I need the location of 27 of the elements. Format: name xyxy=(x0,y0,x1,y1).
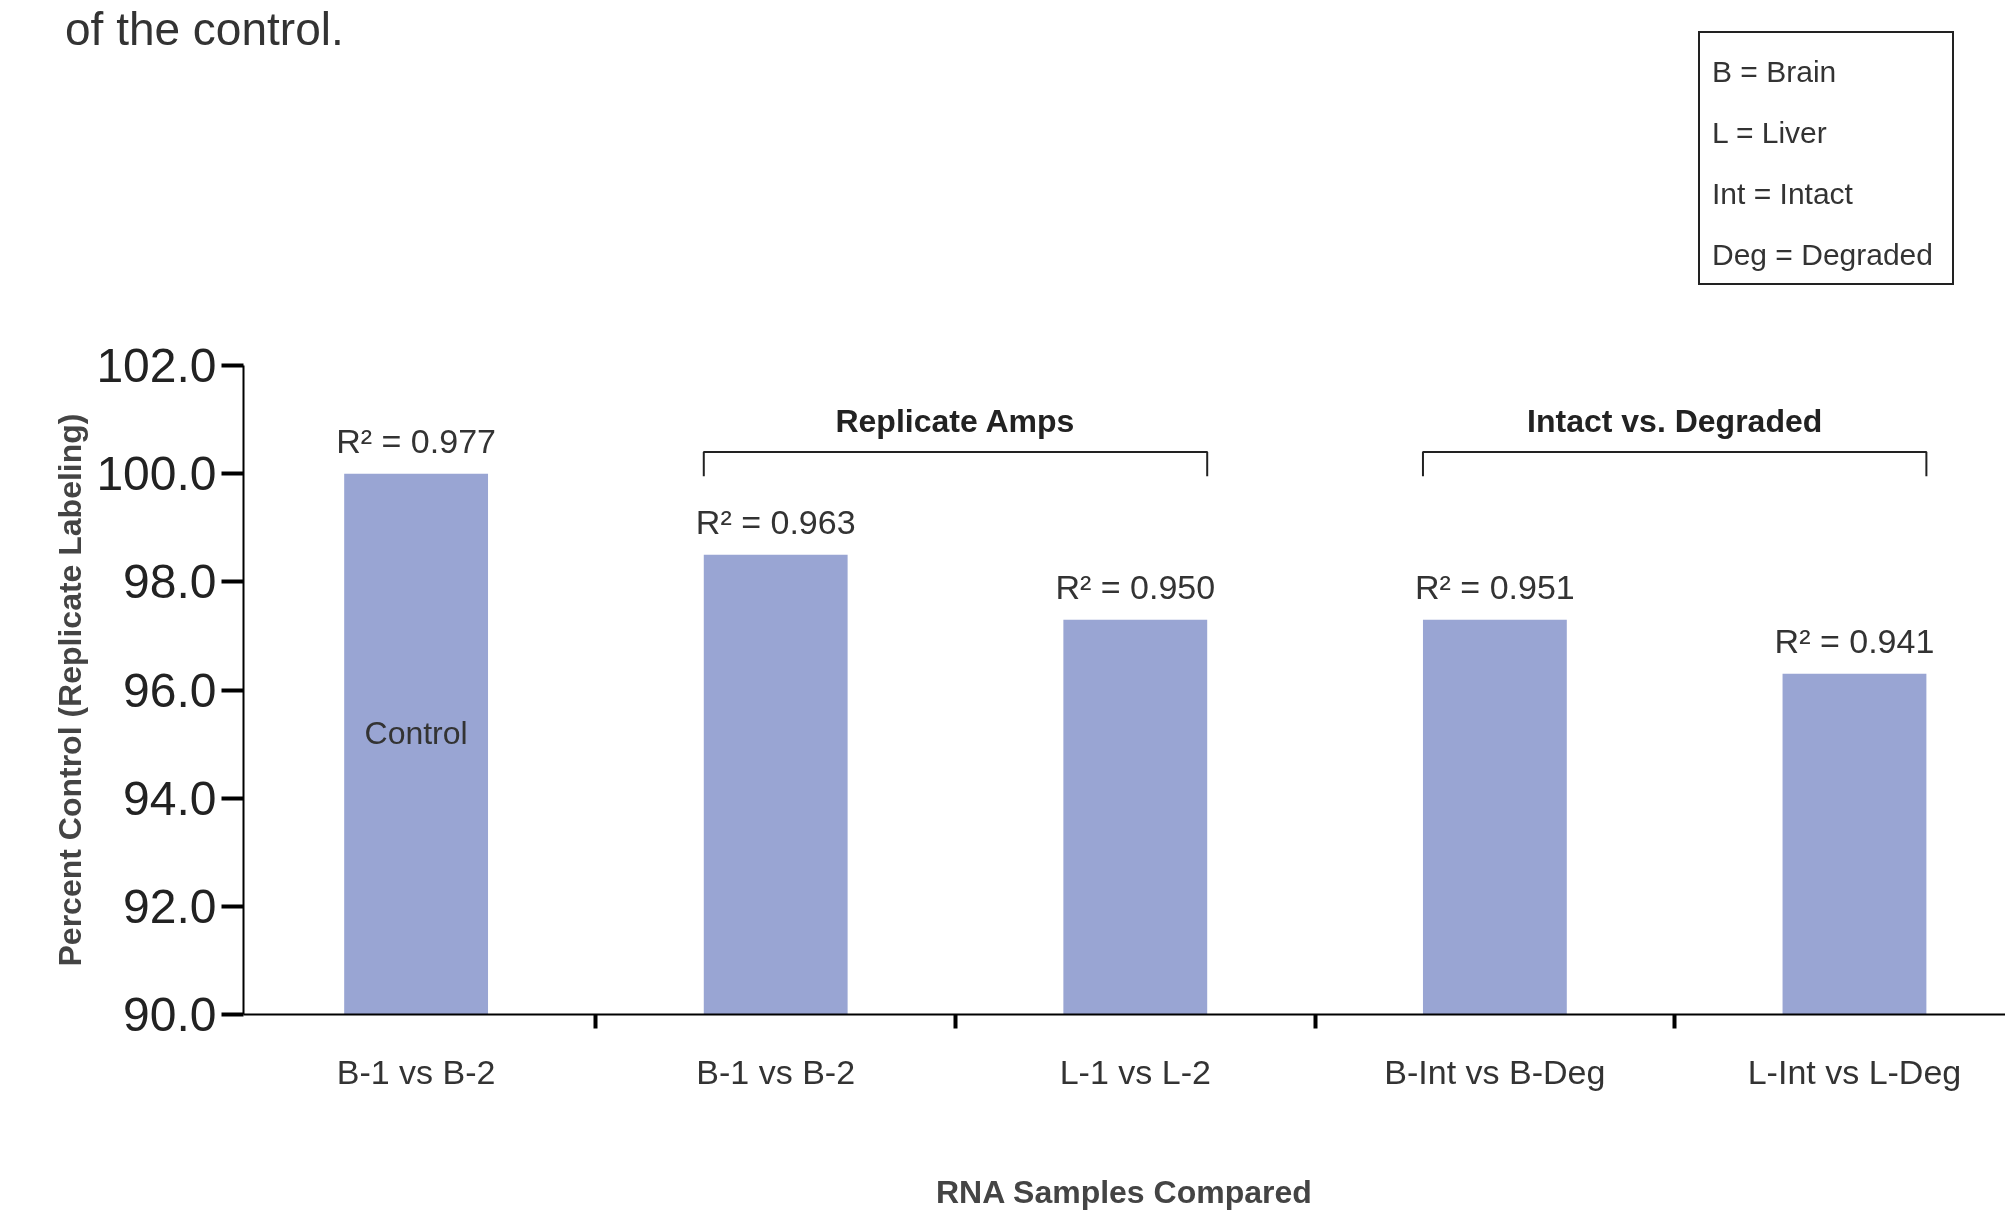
y-tick-label: 90.0 xyxy=(123,988,217,1041)
text: Int = Intact xyxy=(1712,175,1854,212)
annotation: R² = 0.951 xyxy=(1415,567,1575,606)
y-tick-label: 98.0 xyxy=(123,555,217,609)
y-tick-label: 102.0 xyxy=(96,339,217,392)
y-tick-label: 94.0 xyxy=(123,771,217,825)
x-tick-label: B-Int vs B-Deg xyxy=(1384,1052,1606,1091)
y-tick-label: 100.0 xyxy=(96,447,217,501)
x-tick-label: L-Int vs L-Deg xyxy=(1747,1052,1962,1091)
y-tick-label: 96.0 xyxy=(123,663,217,717)
x-tick-label: L-1 vs L-2 xyxy=(1059,1052,1211,1091)
y-tick-label: 92.0 xyxy=(123,879,217,933)
x-tick-label: B-1 vs B-2 xyxy=(336,1052,496,1091)
text: B = Brain xyxy=(1712,54,1838,90)
y-axis-title: Percent Control (Replicate Labeling) xyxy=(52,413,89,967)
annotation: R² = 0.950 xyxy=(1055,567,1216,606)
annotation: R² = 0.963 xyxy=(695,502,856,541)
annotation: Replicate Amps xyxy=(835,402,1075,439)
annotation: Intact vs. Degraded xyxy=(1527,402,1823,439)
x-tick-label: B-1 vs B-2 xyxy=(696,1052,856,1091)
text: Deg = Degraded xyxy=(1712,236,1934,273)
text: L = Liver xyxy=(1712,114,1828,151)
text: of the control. xyxy=(65,2,344,57)
x-axis-title: RNA Samples Compared xyxy=(936,1173,1312,1210)
annotation: R² = 0.977 xyxy=(336,421,496,460)
annotation: R² = 0.941 xyxy=(1774,621,1935,660)
annotation: Control xyxy=(364,715,468,752)
